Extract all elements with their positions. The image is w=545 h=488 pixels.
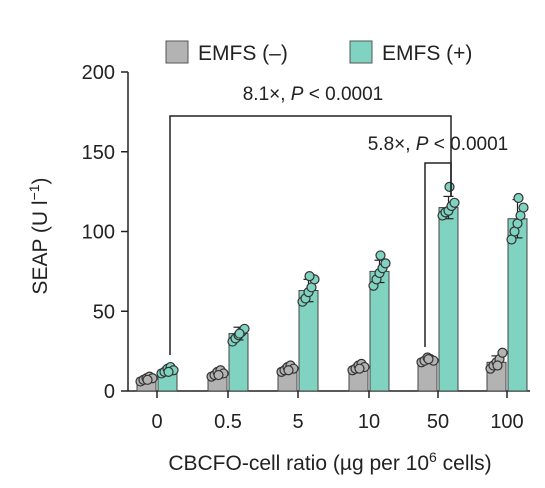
bar: [507, 218, 528, 392]
bar: [438, 207, 459, 392]
y-axis-title: SEAP (U l−1): [26, 177, 52, 294]
y-tick-label: 0: [104, 381, 115, 403]
x-tick-label: 10: [358, 411, 380, 433]
data-point: [304, 271, 315, 282]
data-point: [163, 366, 174, 377]
annotation-0-vs-50: 8.1×, P < 0.0001: [243, 84, 384, 105]
legend-label-emfs-minus: EMFS (–): [198, 42, 288, 65]
data-point: [492, 360, 503, 371]
x-axis: 0 0.5 5 10 50 100: [128, 390, 530, 433]
x-tick-label: 0.5: [214, 411, 242, 433]
x-tick-label: 100: [490, 411, 523, 433]
data-point: [213, 369, 224, 381]
data-point: [142, 374, 153, 385]
legend-swatch-emfs-plus: [349, 40, 373, 64]
data-point: [423, 354, 434, 365]
y-tick-label: 100: [82, 222, 115, 244]
legend-swatch-emfs-minus: [165, 40, 189, 64]
data-point: [444, 181, 455, 192]
bracket-0-vs-50: [169, 115, 452, 355]
data-point: [283, 365, 294, 376]
x-tick-label: 50: [427, 411, 449, 433]
y-tick-label: 50: [93, 301, 115, 323]
data-point: [375, 250, 386, 261]
x-axis-title: CBCFO-cell ratio (µg per 106 cells): [168, 449, 491, 475]
annotation-50-emfs: 5.8×, P < 0.0001: [368, 134, 509, 155]
bars: [135, 181, 529, 392]
x-tick-label: 0: [151, 411, 162, 433]
data-point: [513, 192, 524, 204]
data-point: [234, 328, 245, 339]
bracket-50-emfs: [424, 162, 452, 347]
data-point: [380, 258, 391, 269]
significance-brackets: 8.1×, P < 0.0001 5.8×, P < 0.0001: [169, 84, 509, 355]
legend: EMFS (–) EMFS (+): [165, 40, 472, 65]
legend-label-emfs-plus: EMFS (+): [382, 42, 472, 65]
y-axis: 0 50 100 150 200: [82, 62, 129, 403]
y-tick-label: 150: [82, 142, 115, 164]
data-point: [449, 197, 460, 208]
x-tick-label: 5: [292, 411, 303, 433]
data-point: [497, 347, 508, 358]
data-point: [518, 202, 529, 213]
y-tick-label: 200: [82, 62, 115, 84]
data-point: [354, 363, 365, 374]
